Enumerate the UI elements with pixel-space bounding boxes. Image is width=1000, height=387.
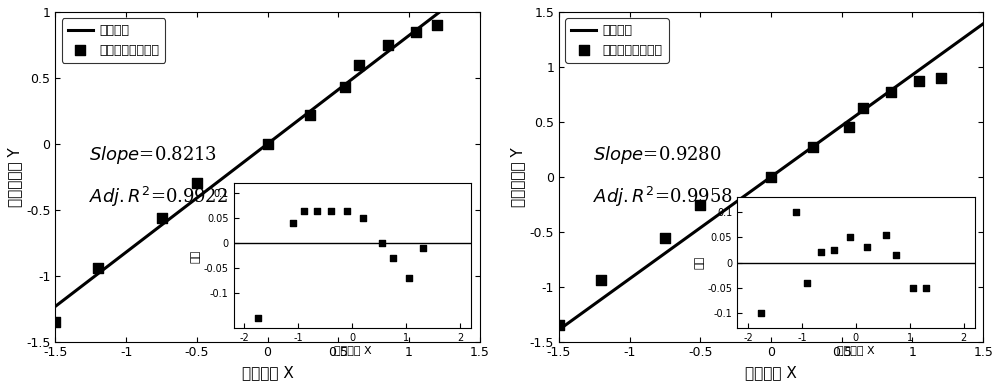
计算值（对数化） — [883, 89, 899, 95]
计算值（对数化） — [337, 84, 353, 90]
计算值（对数化） — [302, 112, 318, 118]
计算值（对数化） — [933, 75, 949, 81]
Text: $\mathit{Slope}$=0.9280: $\mathit{Slope}$=0.9280 — [593, 144, 721, 166]
计算值（对数化） — [90, 265, 106, 271]
计算值（对数化） — [189, 180, 205, 187]
计算值（对数化） — [260, 141, 276, 147]
计算值（对数化） — [841, 124, 857, 130]
Legend: 拟合直线, 计算值（对数化）: 拟合直线, 计算值（对数化） — [62, 18, 165, 63]
Text: $\mathit{Adj.R}^2$=0.9958: $\mathit{Adj.R}^2$=0.9958 — [593, 185, 733, 209]
计算值（对数化） — [429, 22, 445, 28]
计算值（对数化） — [351, 62, 367, 68]
Y-axis label: 被解释变量 Y: 被解释变量 Y — [510, 147, 525, 207]
X-axis label: 解释变量 X: 解释变量 X — [745, 365, 797, 380]
计算值（对数化） — [593, 277, 609, 283]
Legend: 拟合直线, 计算值（对数化）: 拟合直线, 计算值（对数化） — [565, 18, 669, 63]
计算值（对数化） — [911, 78, 927, 84]
计算值（对数化） — [763, 174, 779, 180]
X-axis label: 解释变量 X: 解释变量 X — [242, 365, 293, 380]
计算值（对数化） — [154, 214, 170, 221]
计算值（对数化） — [408, 29, 424, 35]
计算值（对数化） — [380, 42, 396, 48]
计算值（对数化） — [551, 322, 567, 328]
计算值（对数化） — [657, 235, 673, 241]
计算值（对数化） — [47, 319, 63, 325]
Y-axis label: 被解释变量 Y: 被解释变量 Y — [7, 147, 22, 207]
计算值（对数化） — [692, 202, 708, 209]
Text: $\mathit{Adj.R}^2$=0.9922: $\mathit{Adj.R}^2$=0.9922 — [89, 185, 228, 209]
Text: $\mathit{Slope}$=0.8213: $\mathit{Slope}$=0.8213 — [89, 144, 217, 166]
计算值（对数化） — [805, 144, 821, 150]
计算值（对数化） — [855, 104, 871, 111]
